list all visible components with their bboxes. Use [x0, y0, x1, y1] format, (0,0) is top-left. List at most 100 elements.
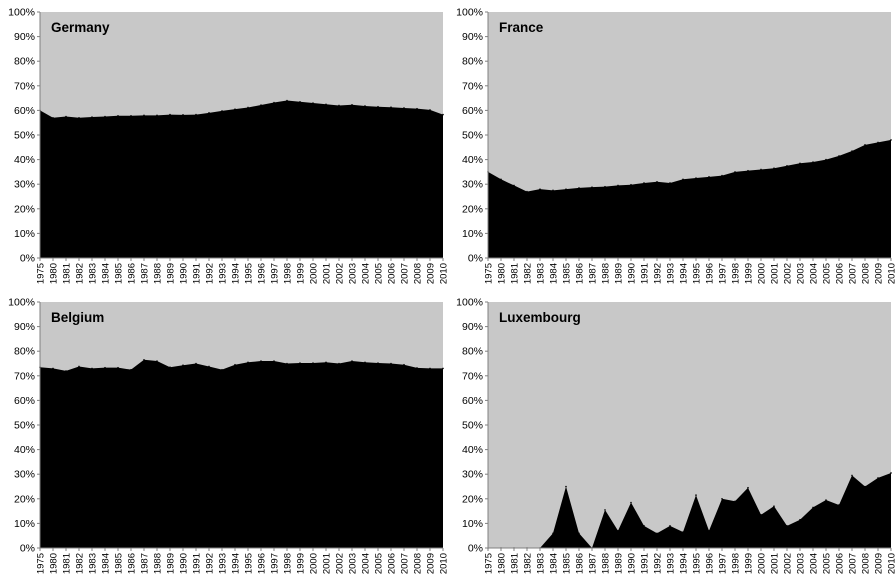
data-point-1992 [208, 112, 210, 114]
data-point-1982 [526, 190, 528, 193]
x-tick-label: 1998 [731, 263, 742, 284]
data-point-1993 [669, 182, 671, 184]
x-tick-label: 1992 [205, 553, 216, 574]
x-tick-label: 1991 [192, 263, 203, 284]
x-tick-label: 2007 [400, 553, 411, 574]
y-tick-label: 30% [14, 469, 35, 481]
x-tick-label: 1987 [588, 263, 599, 284]
data-point-1991 [195, 362, 197, 365]
data-point-2005 [377, 362, 379, 364]
y-tick-label: 50% [14, 420, 35, 432]
x-tick-label: 2002 [783, 553, 794, 574]
data-point-1984 [104, 115, 106, 118]
x-tick-label: 2006 [387, 553, 398, 574]
x-tick-label: 1986 [575, 263, 586, 284]
data-point-1994 [682, 178, 684, 181]
x-tick-label: 1990 [179, 263, 190, 284]
x-tick-label: 1995 [244, 263, 255, 284]
y-tick-label: 20% [462, 203, 483, 215]
x-tick-label: 1988 [601, 263, 612, 284]
data-point-1984 [104, 366, 106, 369]
y-tick-label: 20% [14, 493, 35, 505]
y-tick-label: 20% [14, 203, 35, 215]
data-point-1993 [221, 368, 223, 371]
data-point-2009 [429, 367, 431, 370]
data-point-1980 [52, 367, 54, 370]
data-point-1986 [578, 532, 580, 535]
data-point-2005 [825, 499, 827, 501]
data-point-1989 [617, 184, 619, 187]
area-chart-luxembourg: 0%10%20%30%40%50%60%70%80%90%100%1975 198… [456, 297, 895, 575]
data-point-1985 [117, 115, 119, 117]
data-point-1985 [565, 188, 567, 190]
x-tick-label: 2003 [796, 553, 807, 574]
x-tick-label: 1996 [257, 553, 268, 574]
data-point-1985 [117, 366, 119, 369]
x-tick-label: 2003 [348, 263, 359, 284]
data-point-1990 [182, 114, 184, 116]
x-tick-label: 1985 [114, 263, 125, 284]
data-point-2006 [390, 106, 392, 108]
data-point-2006 [838, 504, 840, 506]
x-tick-label: 2002 [783, 263, 794, 284]
x-tick-label: 1997 [718, 553, 729, 574]
data-point-1995 [695, 177, 697, 179]
x-tick-label: 1991 [192, 553, 203, 574]
x-tick-label: 1987 [588, 553, 599, 574]
x-tick-label: 2004 [809, 553, 820, 574]
x-tick-label: 1982 [523, 263, 534, 284]
x-tick-label: 1995 [244, 553, 255, 574]
x-tick-label: 1995 [692, 263, 703, 284]
x-tick-label: 2001 [322, 553, 333, 574]
y-tick-label: 20% [462, 493, 483, 505]
data-point-1999 [747, 169, 749, 172]
data-point-2008 [416, 107, 418, 110]
x-tick-label: 1986 [127, 263, 138, 284]
x-tick-label: 1997 [718, 263, 729, 284]
data-point-1995 [247, 106, 249, 109]
y-tick-label: 60% [462, 395, 483, 407]
y-tick-label: 100% [8, 297, 35, 309]
x-tick-label: 1980 [497, 263, 508, 284]
x-tick-label: 1975 [484, 263, 495, 284]
data-point-1988 [156, 114, 158, 117]
x-tick-label: 2003 [348, 553, 359, 574]
x-tick-label: 1989 [614, 263, 625, 284]
data-point-1996 [708, 529, 710, 532]
y-tick-label: 90% [462, 31, 483, 43]
y-tick-label: 40% [462, 444, 483, 456]
data-point-1980 [500, 178, 502, 181]
x-tick-label: 1996 [705, 263, 716, 284]
data-point-1998 [734, 171, 736, 173]
x-tick-label: 1990 [179, 553, 190, 574]
data-point-2001 [325, 103, 327, 106]
x-tick-label: 1985 [562, 263, 573, 284]
y-tick-label: 80% [14, 56, 35, 68]
x-tick-label: 1998 [283, 263, 294, 284]
x-tick-label: 1989 [166, 263, 177, 284]
x-tick-label: 1993 [666, 553, 677, 574]
y-tick-label: 10% [14, 228, 35, 240]
x-tick-label: 2010 [887, 553, 895, 574]
y-tick-label: 0% [468, 253, 483, 265]
x-tick-label: 1983 [536, 553, 547, 574]
y-tick-label: 30% [462, 179, 483, 191]
y-tick-label: 0% [20, 253, 35, 265]
x-tick-label: 1986 [127, 553, 138, 574]
data-point-1990 [182, 364, 184, 367]
x-tick-label: 2006 [835, 553, 846, 574]
x-tick-label: 2009 [874, 553, 885, 574]
x-tick-label: 2005 [822, 553, 833, 574]
y-tick-label: 80% [462, 56, 483, 68]
y-tick-label: 0% [468, 543, 483, 555]
x-tick-label: 2010 [439, 553, 449, 574]
x-tick-label: 1990 [627, 263, 638, 284]
data-point-1991 [195, 113, 197, 116]
x-tick-label: 1983 [536, 263, 547, 284]
area-series-luxembourg [488, 472, 891, 548]
x-tick-label: 2007 [848, 263, 859, 284]
y-tick-label: 90% [14, 321, 35, 333]
x-tick-label: 1994 [231, 553, 242, 574]
x-tick-label: 1986 [575, 553, 586, 574]
x-tick-label: 1985 [114, 553, 125, 574]
